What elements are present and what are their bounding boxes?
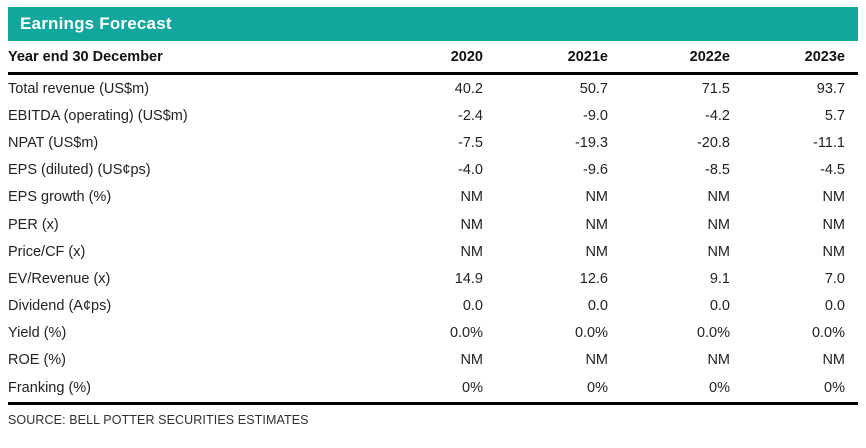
table-row: EPS growth (%) NM NM NM NM [8, 184, 858, 211]
table-row: Franking (%) 0% 0% 0% 0% [8, 374, 858, 401]
section-title: Earnings Forecast [20, 14, 172, 33]
cell-value: NM [585, 189, 608, 206]
cell-value: NM [460, 352, 483, 369]
row-label: EV/Revenue (x) [8, 270, 111, 287]
table-row: EPS (diluted) (US¢ps) -4.0 -9.6 -8.5 -4.5 [8, 157, 858, 184]
cell-value: -4.2 [705, 107, 730, 124]
cell-value: -19.3 [574, 134, 608, 151]
earnings-forecast-table: Year end 30 December 2020 2021e 2022e 2023e … [8, 41, 858, 401]
table-row: NPAT (US$m) -7.5 -19.3 -20.8 -11.1 [8, 129, 858, 156]
cell-value: -4.5 [820, 162, 845, 179]
cell-value: 93.7 [816, 80, 845, 97]
cell-value: NM [707, 352, 730, 369]
cell-value: 12.6 [579, 270, 608, 287]
cell-value: 0.0% [696, 325, 730, 342]
row-label: Franking (%) [8, 379, 91, 396]
cell-value: NM [822, 189, 845, 206]
cell-value: NM [460, 216, 483, 233]
table-row: Price/CF (x) NM NM NM NM [8, 238, 858, 265]
cell-value: NM [822, 243, 845, 260]
cell-value: NM [585, 216, 608, 233]
cell-value: -8.5 [705, 162, 730, 179]
cell-value: NM [585, 352, 608, 369]
section-header-bar: Earnings Forecast [8, 7, 858, 41]
year-column-header: 2021e [483, 41, 608, 75]
cell-value: 0% [462, 379, 483, 396]
cell-value: -2.4 [458, 107, 483, 124]
cell-value: 0.0% [574, 325, 608, 342]
row-label: EPS (diluted) (US¢ps) [8, 162, 151, 179]
cell-value: NM [707, 243, 730, 260]
cell-value: -9.0 [583, 107, 608, 124]
table-row: Dividend (A¢ps) 0.0 0.0 0.0 0.0 [8, 293, 858, 320]
cell-value: 14.9 [454, 270, 483, 287]
cell-value: 0.0 [709, 298, 730, 315]
row-label: Dividend (A¢ps) [8, 298, 112, 315]
row-label: EPS growth (%) [8, 189, 112, 206]
cell-value: -11.1 [813, 134, 845, 151]
source-text: SOURCE: BELL POTTER SECURITIES ESTIMATES [8, 413, 309, 428]
cell-value: 0.0% [449, 325, 483, 342]
cell-value: NM [707, 189, 730, 206]
cell-value: 0% [587, 379, 608, 396]
cell-value: NM [707, 216, 730, 233]
cell-value: NM [460, 243, 483, 260]
table-row: ROE (%) NM NM NM NM [8, 347, 858, 374]
cell-value: 0.0 [587, 298, 608, 315]
cell-value: 71.5 [701, 80, 730, 97]
cell-value: -20.8 [696, 134, 730, 151]
row-label: Total revenue (US$m) [8, 80, 150, 97]
table-row: Total revenue (US$m) 40.2 50.7 71.5 93.7 [8, 74, 858, 103]
year-column-header: 2020 [358, 41, 483, 75]
cell-value: -7.5 [458, 134, 483, 151]
cell-value: 0.0 [824, 298, 845, 315]
cell-value: 0.0 [462, 298, 483, 315]
cell-value: NM [822, 352, 845, 369]
table-row: EV/Revenue (x) 14.9 12.6 9.1 7.0 [8, 265, 858, 292]
cell-value: 9.1 [709, 270, 730, 287]
cell-value: 7.0 [824, 270, 845, 287]
cell-value: 0% [709, 379, 730, 396]
row-label: Price/CF (x) [8, 243, 86, 260]
cell-value: NM [585, 243, 608, 260]
table-header-row: Year end 30 December 2020 2021e 2022e 2023e [8, 41, 858, 75]
year-column-header: 2022e [608, 41, 730, 75]
source-row: SOURCE: BELL POTTER SECURITIES ESTIMATES [8, 402, 858, 429]
cell-value: NM [460, 189, 483, 206]
cell-value: -4.0 [458, 162, 483, 179]
row-label: EBITDA (operating) (US$m) [8, 107, 188, 124]
cell-value: 50.7 [579, 80, 608, 97]
cell-value: 40.2 [454, 80, 483, 97]
row-label: NPAT (US$m) [8, 134, 99, 151]
cell-value: NM [822, 216, 845, 233]
row-label: PER (x) [8, 216, 59, 233]
cell-value: 0.0% [811, 325, 845, 342]
table-row: Yield (%) 0.0% 0.0% 0.0% 0.0% [8, 320, 858, 347]
cell-value: 5.7 [824, 107, 845, 124]
table-row: PER (x) NM NM NM NM [8, 211, 858, 238]
row-header-column-label: Year end 30 December [8, 41, 358, 75]
year-column-header: 2023e [730, 41, 858, 75]
table-row: EBITDA (operating) (US$m) -2.4 -9.0 -4.2 5.7 [8, 102, 858, 129]
row-label: Yield (%) [8, 325, 67, 342]
table-body: Total revenue (US$m) 40.2 50.7 71.5 93.7 EBIT… [8, 74, 858, 402]
page: Earnings Forecast Year end 30 December 20… [8, 7, 858, 429]
cell-value: 0% [824, 379, 845, 396]
cell-value: -9.6 [583, 162, 608, 179]
row-label: ROE (%) [8, 352, 66, 369]
